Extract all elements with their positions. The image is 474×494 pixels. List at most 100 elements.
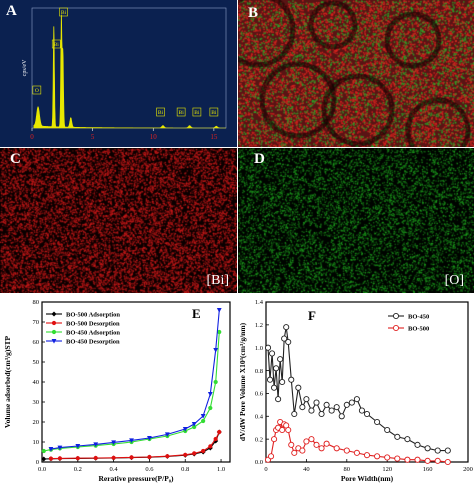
data-point — [288, 376, 295, 383]
eds-peak-label: Bi — [194, 110, 200, 116]
legend-marker — [392, 312, 400, 320]
x-tick-label: 0.0 — [38, 466, 46, 473]
data-point — [374, 453, 381, 460]
data-point — [93, 455, 98, 461]
data-point — [404, 456, 411, 463]
eds-peak-label: Bi — [54, 42, 60, 48]
data-point — [285, 338, 292, 346]
data-point — [75, 444, 81, 449]
legend-label: BO-500 — [408, 325, 429, 332]
panel-c-label: C — [10, 151, 21, 167]
data-point — [111, 440, 117, 445]
y-tick-label: 10 — [33, 439, 40, 446]
eds-peak-label: O — [35, 88, 39, 94]
eds-x-tick-label: 0 — [30, 133, 34, 141]
data-point — [48, 456, 54, 461]
data-point — [343, 447, 350, 454]
eds-peak-label-box — [51, 39, 61, 49]
data-point — [424, 457, 431, 464]
data-point — [299, 404, 306, 411]
y-tick-label: 1.0 — [255, 345, 263, 352]
data-point — [353, 449, 360, 456]
legend-label: BO-500 Desorption — [66, 320, 120, 327]
x-tick-label: 40 — [303, 466, 310, 473]
y-tick-label: 1.2 — [255, 322, 263, 329]
data-point — [313, 399, 320, 406]
panel-d-label: D — [254, 151, 265, 167]
data-point — [384, 454, 391, 461]
x-tick-label: 80 — [344, 466, 351, 473]
data-point — [267, 453, 275, 460]
data-point — [111, 455, 116, 460]
data-point — [374, 418, 381, 426]
data-point — [358, 407, 365, 414]
legend-label: BO-500 Adsorption — [66, 311, 120, 318]
data-point — [424, 445, 431, 452]
x-axis-label: Rerative pressure(P/P₀) — [98, 474, 174, 483]
data-point — [283, 324, 290, 331]
data-point — [57, 445, 63, 451]
data-point — [183, 452, 188, 457]
data-point — [201, 448, 206, 454]
legend-marker — [51, 320, 57, 326]
legend-label: BO-450 Adsorption — [66, 329, 120, 336]
panel-letter: F — [308, 308, 316, 323]
panel-letter: E — [192, 306, 201, 321]
data-point — [264, 344, 272, 351]
eds-peak-label: Bi — [179, 110, 185, 116]
data-point — [147, 454, 152, 460]
eds-peak-label-box — [156, 107, 165, 117]
eds-peak-label-box — [32, 85, 42, 95]
data-point — [299, 447, 306, 454]
data-point — [414, 441, 421, 448]
data-point — [279, 426, 286, 434]
data-point — [275, 396, 282, 403]
plot-frame — [265, 301, 469, 463]
eds-peak-label-box — [192, 107, 202, 117]
data-point — [434, 457, 441, 464]
data-point — [213, 379, 218, 385]
eds-spectrum-svg: cps/eV 0 5 10 15 Bi Bi O Bi Bi Bi Bi — [22, 7, 227, 141]
data-point — [444, 458, 451, 466]
data-point — [147, 436, 152, 441]
data-point — [333, 404, 340, 411]
data-point — [394, 433, 401, 440]
isotherm-svg: 0.0 0.2 0.4 0.6 0.8 1.0 0 10 20 30 40 50 60 70 80 Rerat… — [3, 299, 231, 483]
eds-spectrum-trace — [33, 14, 226, 129]
x-tick-label: 0.6 — [145, 466, 154, 473]
data-point — [271, 384, 278, 391]
eds-peak-label: Bi — [158, 110, 164, 116]
data-point — [191, 422, 197, 427]
data-point — [323, 401, 330, 408]
y-tick-label: 0.6 — [255, 391, 264, 398]
series-line-0 — [267, 327, 448, 452]
data-point — [129, 438, 134, 443]
data-point — [217, 329, 222, 335]
data-point — [192, 451, 197, 456]
y-tick-label: 60 — [33, 339, 40, 346]
y-tick-label: 20 — [33, 419, 40, 426]
data-point — [318, 410, 325, 418]
data-point — [343, 401, 350, 408]
overlay-map-image — [238, 0, 474, 147]
eds-peak-label-box — [176, 107, 186, 117]
data-point — [41, 456, 47, 462]
legend-marker — [51, 311, 57, 317]
panel-d-o-map: D [O] — [238, 148, 474, 293]
data-point — [444, 447, 451, 454]
data-point — [279, 378, 286, 386]
data-point — [165, 454, 170, 459]
data-point — [41, 448, 46, 454]
x-tick-label: 160 — [423, 466, 433, 473]
panel-a-label: A — [6, 3, 17, 19]
bi-map-image — [0, 148, 237, 293]
data-point — [333, 445, 340, 452]
y-tick-label: 0.2 — [255, 436, 263, 443]
x-tick-label: 0.8 — [181, 466, 189, 473]
data-point — [313, 441, 320, 448]
data-point — [434, 447, 441, 454]
data-point — [288, 441, 295, 448]
y-tick-label: 0.4 — [255, 413, 264, 420]
data-point — [269, 350, 276, 357]
y-tick-label: 70 — [33, 319, 40, 326]
